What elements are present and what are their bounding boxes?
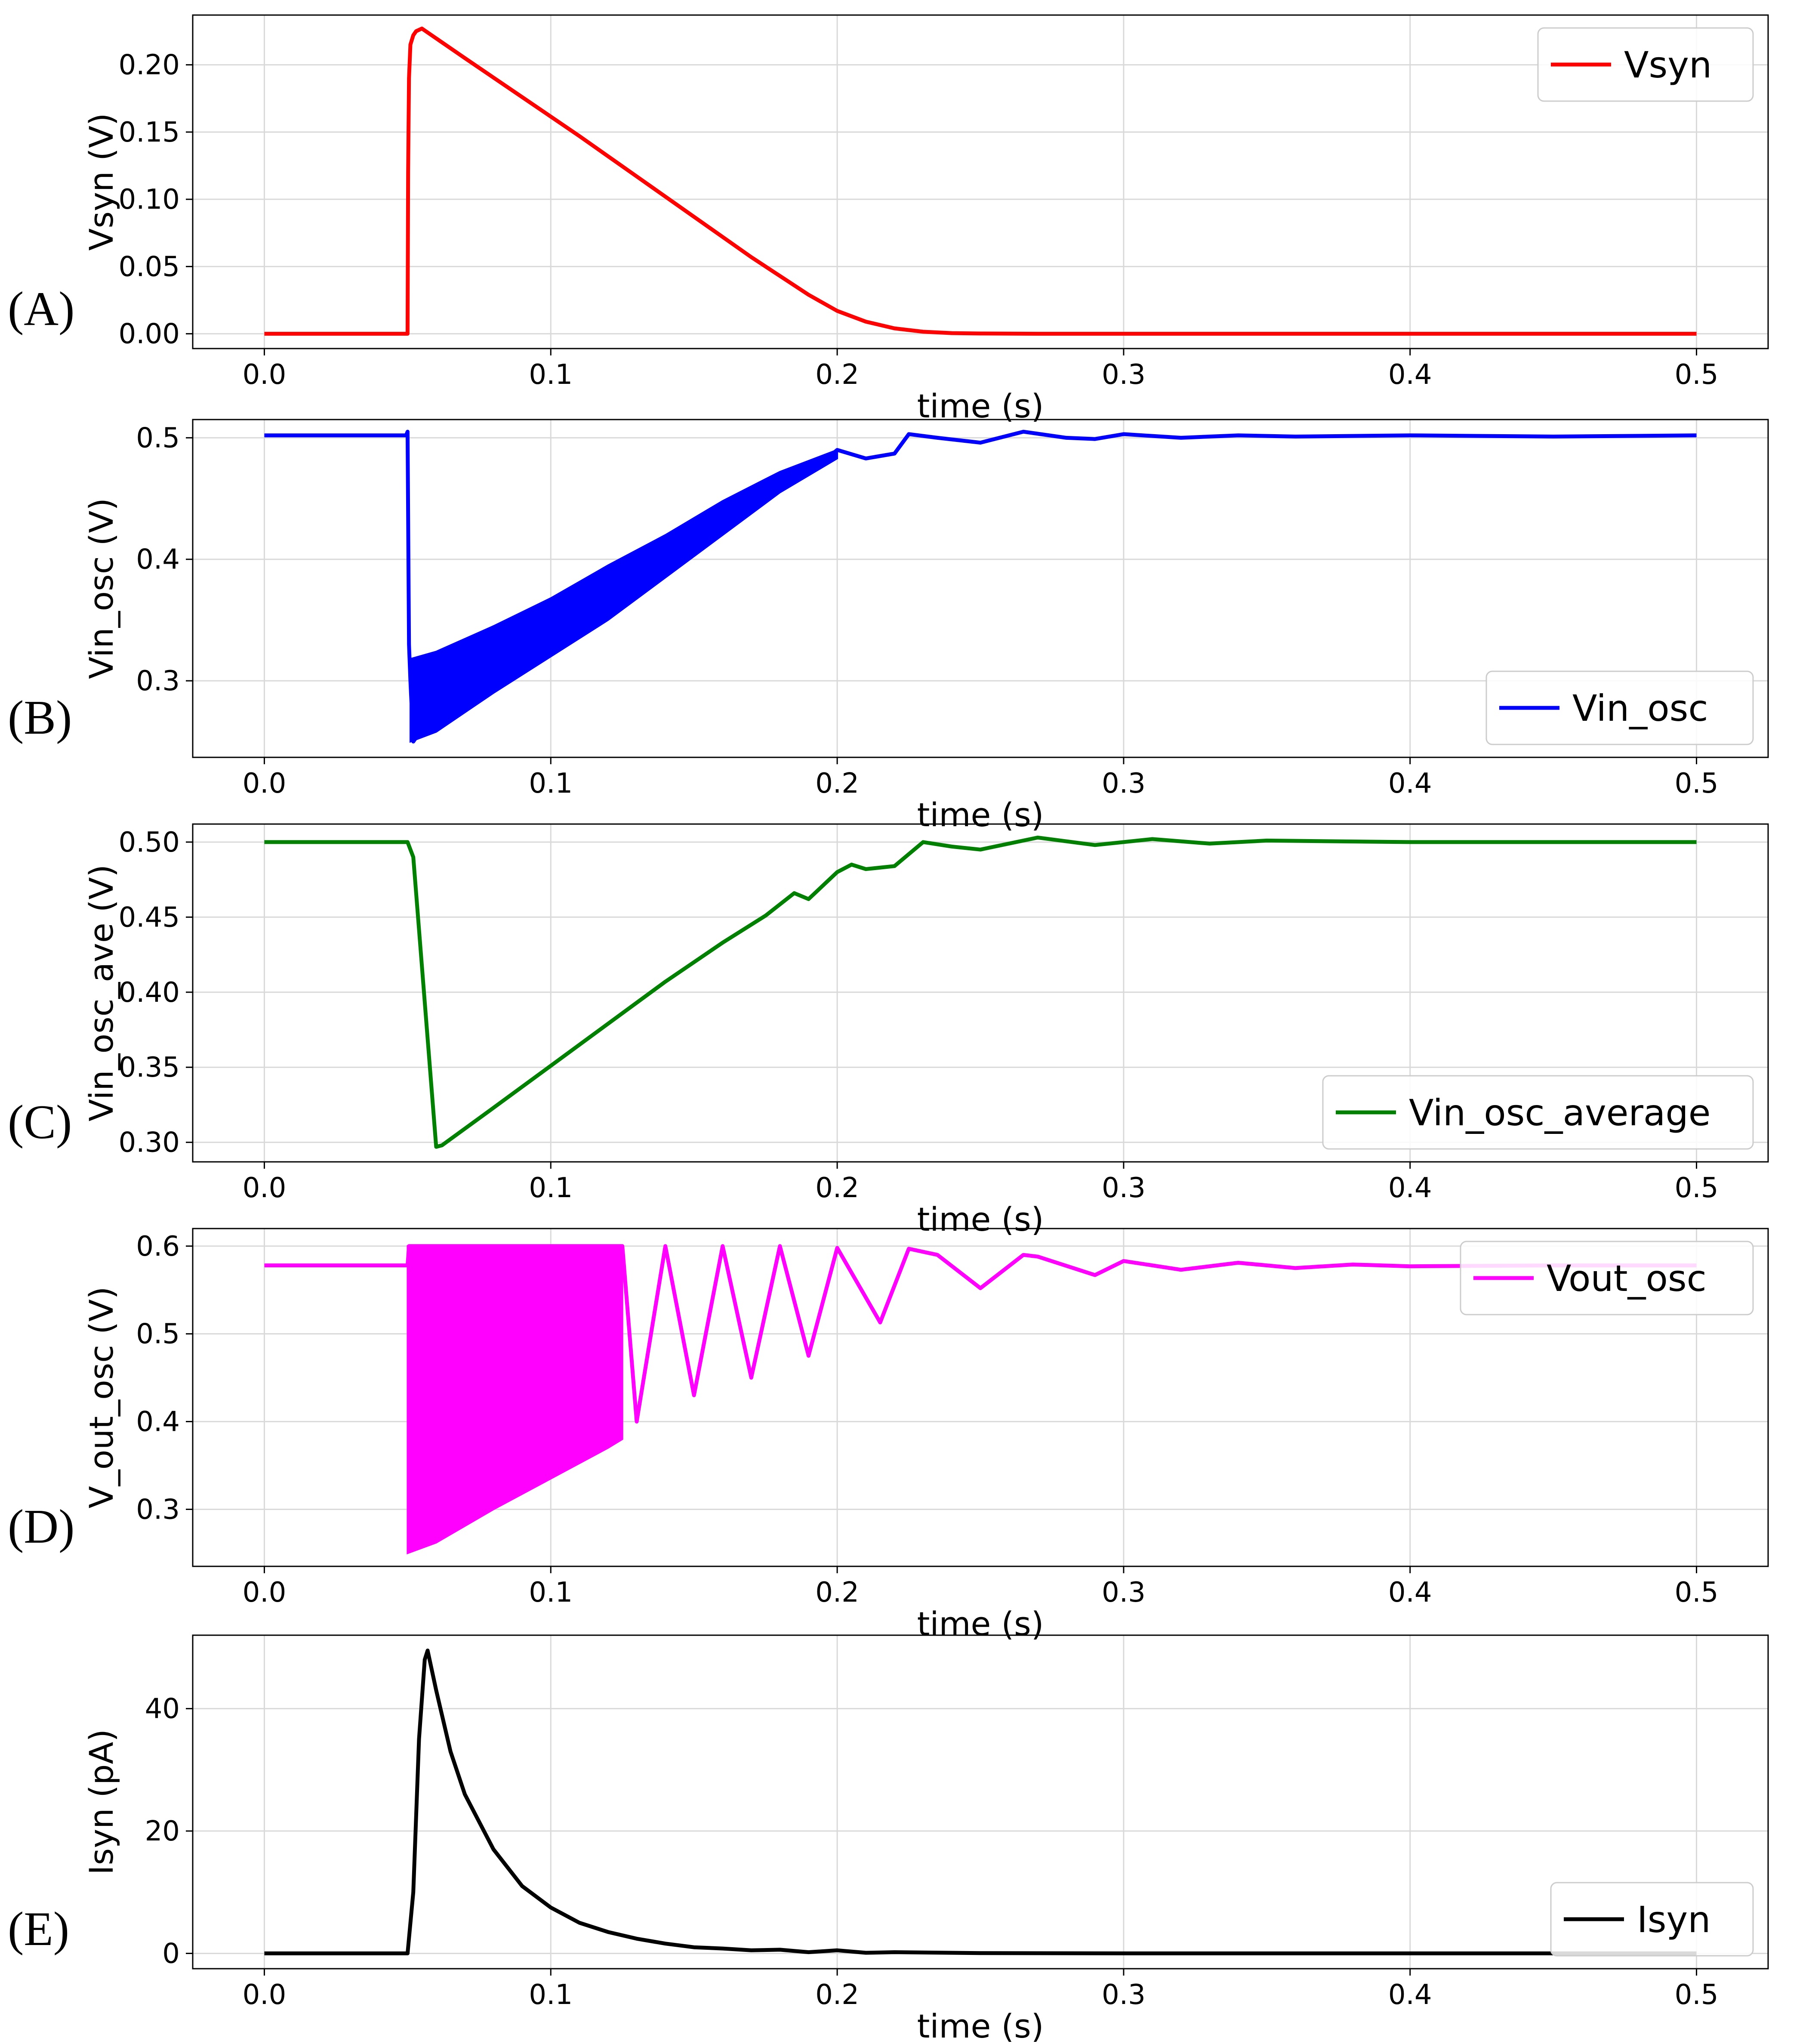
y-tick-label: 40 (145, 1693, 180, 1725)
series-envelope (410, 448, 838, 743)
x-tick-label: 0.3 (1102, 1172, 1146, 1204)
y-tick-label: 0.35 (119, 1052, 180, 1084)
x-tick-label: 0.4 (1388, 768, 1432, 800)
y-tick-label: 0.4 (136, 544, 180, 576)
y-tick-label: 0.00 (119, 318, 180, 350)
x-tick-label: 0.0 (243, 1577, 287, 1609)
panel-label: (E) (8, 1902, 69, 1956)
series-line-Vin_osc_average (264, 835, 1697, 1149)
panel-label: (D) (8, 1500, 74, 1553)
x-axis-title: time (s) (917, 1200, 1044, 1238)
x-tick-label: 0.3 (1102, 1979, 1146, 2011)
legend-label: Vout_osc (1547, 1257, 1707, 1300)
x-tick-label: 0.4 (1388, 1172, 1432, 1204)
axes-frame (192, 1634, 1769, 1970)
x-axis-title: time (s) (917, 2007, 1044, 2044)
x-tick-label: 0.5 (1675, 359, 1719, 391)
y-tick-label: 20 (145, 1816, 180, 1847)
series-line-Vsyn (264, 26, 1697, 336)
y-axis-title: Vsyn (V) (82, 113, 120, 250)
y-axis-title: Vin_osc_ave (V) (82, 865, 120, 1121)
x-tick-label: 0.2 (815, 359, 859, 391)
legend-box (1485, 670, 1754, 745)
y-tick-label: 0.4 (136, 1406, 180, 1438)
legend-label: Vin_osc_average (1409, 1092, 1710, 1134)
x-tick-label: 0.0 (243, 1979, 287, 2011)
x-tick-label: 0.5 (1675, 768, 1719, 800)
legend-label: Vsyn (1624, 44, 1712, 86)
panel-1: 0.0 0.1 0.2 0.3 0.4 0.5 0.3 0.4 0.5 time (s) Vin_o… (8, 419, 1769, 834)
x-tick-label: 0.0 (243, 359, 287, 391)
x-tick-label: 0.1 (529, 1979, 573, 2011)
x-tick-label: 0.1 (529, 359, 573, 391)
panel-label: (A) (8, 282, 74, 336)
series-line-Isyn (264, 1649, 1697, 1955)
y-tick-label: 0.6 (136, 1231, 180, 1263)
series-line-Vout_osc (264, 1244, 1697, 1424)
y-tick-label: 0.5 (136, 1318, 180, 1350)
y-tick-label: 0.3 (136, 1494, 180, 1525)
y-tick-label: 0.40 (119, 977, 180, 1009)
x-tick-label: 0.0 (243, 768, 287, 800)
axes-frame (192, 419, 1769, 758)
y-tick-label: 0.15 (119, 117, 180, 148)
x-tick-label: 0.0 (243, 1172, 287, 1204)
legend-box (1460, 1241, 1754, 1315)
x-tick-label: 0.3 (1102, 359, 1146, 391)
x-axis-title: time (s) (917, 1605, 1044, 1643)
x-tick-label: 0.4 (1388, 1577, 1432, 1609)
y-tick-label: 0.20 (119, 49, 180, 81)
panel-label: (B) (8, 691, 72, 744)
legend-box (1550, 1882, 1754, 1957)
y-tick-label: 0.50 (119, 827, 180, 858)
x-tick-label: 0.3 (1102, 768, 1146, 800)
y-tick-label: 0.5 (136, 422, 180, 454)
x-tick-label: 0.2 (815, 768, 859, 800)
axes-frame (192, 14, 1769, 349)
y-tick-label: 0.3 (136, 665, 180, 697)
panel-label: (C) (8, 1096, 72, 1149)
y-tick-label: 0.30 (119, 1127, 180, 1159)
y-axis-title: V_out_osc (V) (82, 1287, 120, 1509)
y-axis-title: Vin_osc (V) (82, 498, 120, 679)
panel-0: 0.0 0.1 0.2 0.3 0.4 0.5 0.00 0.05 0.10 0.15 0.20 ti… (8, 14, 1769, 425)
x-tick-label: 0.1 (529, 768, 573, 800)
series-line-Vin_osc (264, 429, 1697, 744)
x-axis-title: time (s) (917, 796, 1044, 834)
x-tick-label: 0.2 (815, 1979, 859, 2011)
x-tick-label: 0.4 (1388, 359, 1432, 391)
x-tick-label: 0.5 (1675, 1577, 1719, 1609)
legend-box (1537, 27, 1754, 102)
x-tick-label: 0.4 (1388, 1979, 1432, 2011)
axes-frame (192, 1228, 1769, 1567)
y-tick-label: 0.45 (119, 902, 180, 933)
y-axis-title: Isyn (pA) (82, 1729, 120, 1875)
y-tick-label: 0.05 (119, 251, 180, 283)
x-tick-label: 0.1 (529, 1577, 573, 1609)
panel-3: 0.0 0.1 0.2 0.3 0.4 0.5 0.3 0.4 0.5 0.6 time (s) V_… (8, 1228, 1769, 1643)
y-tick-label: 0 (162, 1938, 180, 1970)
panel-2: 0.0 0.1 0.2 0.3 0.4 0.5 0.30 0.35 0.40 0.45 0.50 ti… (8, 823, 1769, 1238)
x-tick-label: 0.2 (815, 1172, 859, 1204)
x-tick-label: 0.3 (1102, 1577, 1146, 1609)
axes-frame (192, 823, 1769, 1163)
legend-box (1322, 1075, 1754, 1150)
x-tick-label: 0.5 (1675, 1172, 1719, 1204)
x-axis-title: time (s) (917, 387, 1044, 425)
panel-4: 0.0 0.1 0.2 0.3 0.4 0.5 0 20 40 time (s) Isyn (pA)… (8, 1634, 1769, 2044)
x-tick-label: 0.5 (1675, 1979, 1719, 2011)
legend-label: Isyn (1637, 1899, 1711, 1941)
y-tick-label: 0.10 (119, 184, 180, 216)
x-tick-label: 0.1 (529, 1172, 573, 1204)
x-tick-label: 0.2 (815, 1577, 859, 1609)
legend-label: Vin_osc (1572, 687, 1708, 729)
